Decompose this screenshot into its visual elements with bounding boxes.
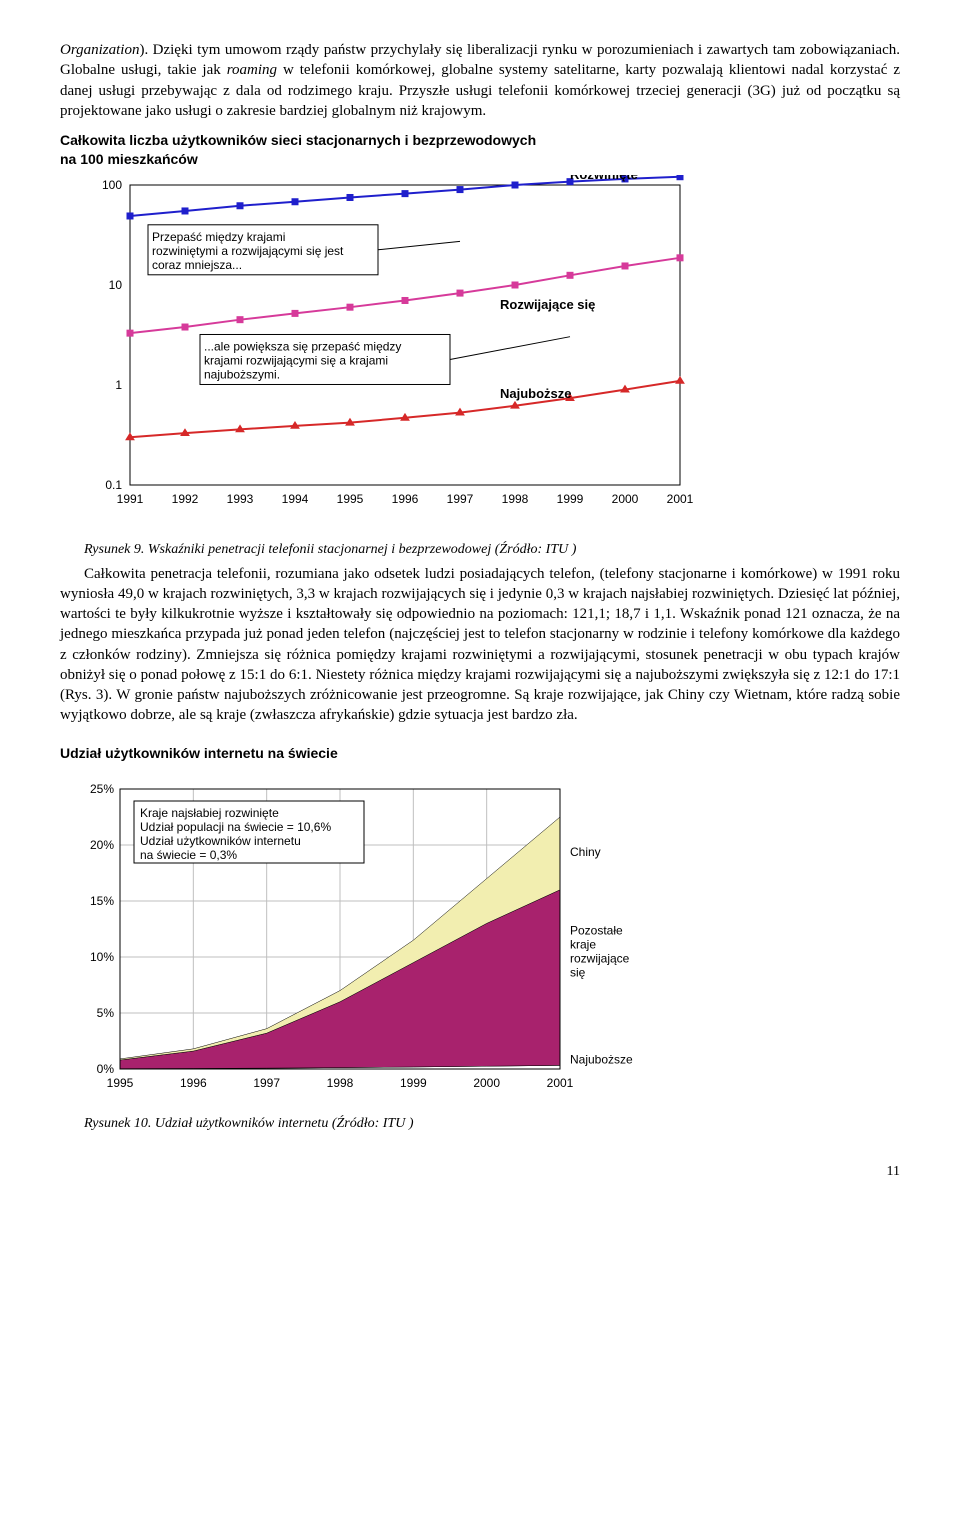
svg-text:krajami rozwijającymi się a kr: krajami rozwijającymi się a krajami	[204, 353, 388, 367]
svg-text:1999: 1999	[400, 1076, 427, 1090]
svg-text:Przepaść między krajami: Przepaść między krajami	[152, 230, 285, 244]
svg-text:1997: 1997	[447, 492, 474, 506]
chart1-title-line2: na 100 mieszkańców	[60, 151, 198, 167]
svg-text:Kraje najsłabiej rozwinięte: Kraje najsłabiej rozwinięte	[140, 806, 279, 820]
svg-text:coraz mniejsza...: coraz mniejsza...	[152, 258, 242, 272]
svg-text:2001: 2001	[547, 1076, 574, 1090]
svg-text:1997: 1997	[253, 1076, 280, 1090]
chart1-title: Całkowita liczba użytkowników sieci stac…	[60, 131, 900, 169]
chart2-caption: Rysunek 10. Udział użytkowników internet…	[60, 1115, 900, 1134]
svg-text:20%: 20%	[90, 838, 114, 852]
svg-text:1992: 1992	[172, 492, 199, 506]
svg-text:1994: 1994	[282, 492, 309, 506]
svg-text:rozwijające: rozwijające	[570, 951, 630, 965]
svg-text:Rozwinięte: Rozwinięte	[570, 175, 638, 182]
chart1-figure: 0.1 1 10 100 1991 1992 1993 1994 1995 1996 1997 199…	[60, 175, 700, 535]
svg-text:1996: 1996	[180, 1076, 207, 1090]
body-paragraph-1: Organization). Dzięki tym umowom rządy p…	[60, 40, 900, 121]
chart1-title-line1: Całkowita liczba użytkowników sieci stac…	[60, 132, 536, 148]
svg-text:1991: 1991	[117, 492, 144, 506]
svg-text:1995: 1995	[337, 492, 364, 506]
svg-text:kraje: kraje	[570, 937, 596, 951]
svg-text:1999: 1999	[557, 492, 584, 506]
chart2-figure: 0% 5% 10% 15% 20% 25% 1995 1996 1997 1998 1999 2000…	[60, 769, 700, 1109]
italic-word-roaming: roaming	[227, 62, 277, 78]
body-paragraph-2: Całkowita penetracja telefonii, rozumian…	[60, 564, 900, 726]
svg-text:Najuboższe: Najuboższe	[570, 1052, 633, 1066]
svg-text:się: się	[570, 965, 586, 979]
svg-text:Pozostałe: Pozostałe	[570, 923, 623, 937]
svg-text:1996: 1996	[392, 492, 419, 506]
svg-text:1995: 1995	[107, 1076, 134, 1090]
italic-word-organization: Organization	[60, 42, 139, 58]
svg-text:25%: 25%	[90, 782, 114, 796]
svg-text:...ale powiększa się przepaść: ...ale powiększa się przepaść między	[204, 339, 401, 353]
svg-text:10%: 10%	[90, 950, 114, 964]
svg-text:15%: 15%	[90, 894, 114, 908]
svg-text:Najuboższe: Najuboższe	[500, 386, 572, 401]
page-number: 11	[60, 1163, 900, 1182]
svg-text:najuboższymi.: najuboższymi.	[204, 367, 280, 381]
chart1-container: 0.1 1 10 100 1991 1992 1993 1994 1995 1996 1997 199…	[60, 175, 900, 535]
svg-text:1: 1	[115, 378, 122, 392]
svg-text:10: 10	[109, 278, 123, 292]
svg-text:0.1: 0.1	[105, 478, 122, 492]
chart2-container: 0% 5% 10% 15% 20% 25% 1995 1996 1997 1998 1999 2000…	[60, 769, 900, 1109]
svg-text:2000: 2000	[612, 492, 639, 506]
svg-text:2000: 2000	[473, 1076, 500, 1090]
chart1-caption: Rysunek 9. Wskaźniki penetracji telefoni…	[60, 541, 900, 560]
svg-text:rozwiniętymi a rozwijającymi s: rozwiniętymi a rozwijającymi się jest	[152, 244, 344, 258]
chart2-title: Udział użytkowników internetu na świecie	[60, 744, 900, 763]
svg-text:0%: 0%	[97, 1062, 115, 1076]
svg-text:100: 100	[102, 178, 122, 192]
svg-text:Chiny: Chiny	[570, 845, 601, 859]
svg-text:Rozwijające się: Rozwijające się	[500, 297, 595, 312]
svg-text:1993: 1993	[227, 492, 254, 506]
svg-text:Udział użytkowników internetu: Udział użytkowników internetu	[140, 834, 301, 848]
svg-text:2001: 2001	[667, 492, 694, 506]
svg-text:Udział populacji na świecie =: Udział populacji na świecie = 10,6%	[140, 820, 331, 834]
svg-text:1998: 1998	[327, 1076, 354, 1090]
svg-text:5%: 5%	[97, 1006, 115, 1020]
svg-text:na świecie = 0,3%: na świecie = 0,3%	[140, 848, 237, 862]
svg-text:1998: 1998	[502, 492, 529, 506]
